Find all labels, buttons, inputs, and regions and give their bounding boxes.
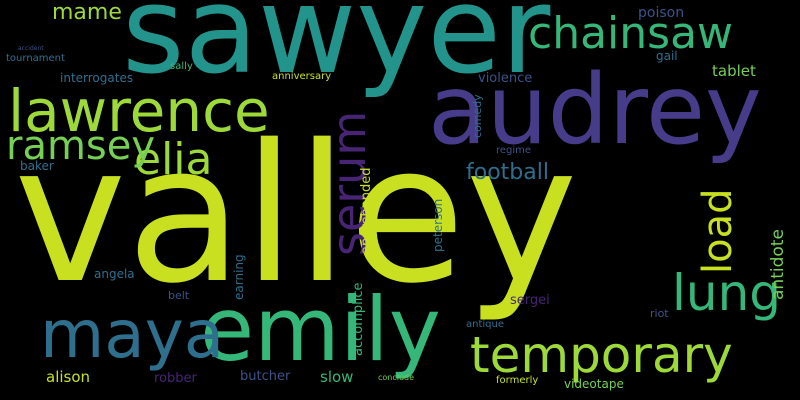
word-angela: angela [94,267,135,281]
word-robber: robber [154,371,197,386]
word-baker: baker [20,159,54,173]
word-peterson: peterson [431,198,445,252]
word-elia: elia [134,134,213,185]
word-apprehended: apprehended [359,167,374,254]
word-sergei: sergei [510,293,550,308]
word-butcher: butcher [240,369,291,384]
word-regime: regime [496,145,532,156]
word-conclude: conclude [378,373,415,382]
word-antidote: antidote [768,229,788,300]
word-chainsaw: chainsaw [528,8,734,59]
word-ramsey: ramsey [6,123,156,169]
word-valley: valley [14,104,578,325]
word-temporary: temporary [470,326,733,384]
word-poison: poison [638,5,685,21]
word-tablet: tablet [712,62,756,80]
word-accident: accident [18,45,44,52]
word-formerly: formerly [496,375,539,386]
word-maya: maya [40,296,225,373]
word-emily: emily [200,278,441,381]
word-comedy: comedy [471,94,484,138]
word-slow: slow [320,368,354,386]
word-violence: violence [478,71,533,86]
word-sawyer: sawyer [122,0,551,101]
word-gail: gail [656,49,678,63]
word-riot: riot [650,307,669,320]
word-tournament: tournament [6,53,65,64]
word-mame: mame [52,0,122,25]
word-belt: belt [168,289,190,302]
word-load: load [695,188,741,275]
word-earning: earning [232,254,246,300]
word-football: football [466,160,549,185]
word-alison: alison [46,368,91,386]
word-accomplice: accomplice [351,282,366,357]
word-lung: lung [672,264,782,322]
word-videotape: videotape [564,377,624,391]
word-audrey: audrey [428,54,762,166]
word-interrogates: interrogates [60,71,134,85]
word-sally: sally [170,61,193,72]
word-anniversary: anniversary [272,71,332,82]
word-lawrence: lawrence [8,77,270,145]
word-antique: antique [466,319,505,330]
